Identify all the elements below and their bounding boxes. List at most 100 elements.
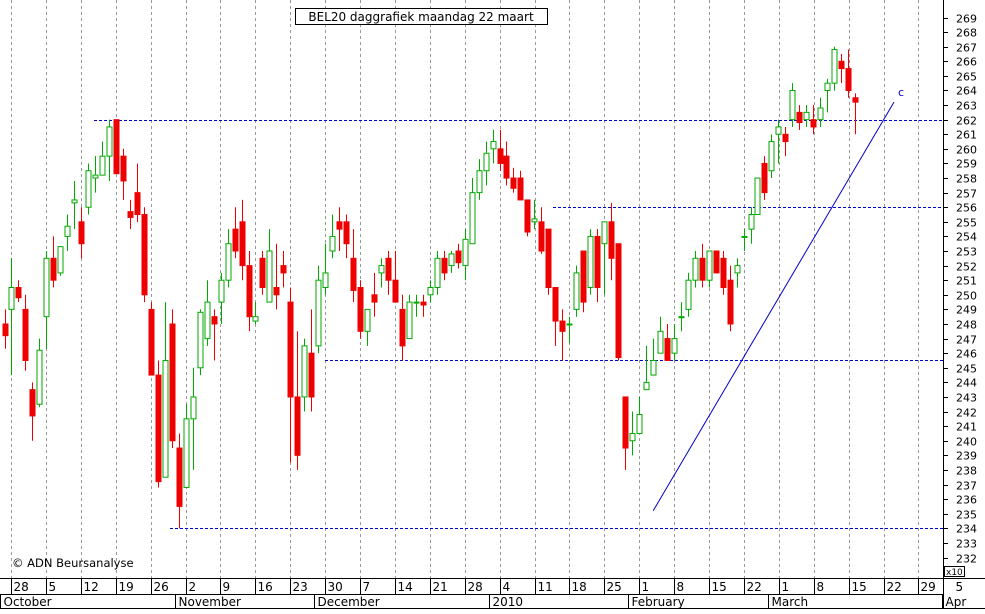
candle <box>329 214 336 259</box>
x-month-label: March <box>772 595 809 609</box>
candle-body <box>99 155 106 176</box>
x-month-label: November <box>179 595 241 609</box>
candle-body <box>294 396 301 456</box>
candle <box>789 83 796 127</box>
candle-body <box>441 257 448 274</box>
x-day-label: 19 <box>119 580 134 594</box>
candle <box>817 97 824 127</box>
candle <box>657 316 664 354</box>
candle-body <box>8 287 15 310</box>
candle-body <box>699 257 706 281</box>
x-day-label: 9 <box>223 580 231 594</box>
x-day-label: 5 <box>49 580 57 594</box>
y-tick-label: 264 <box>956 85 977 98</box>
candle <box>629 411 636 456</box>
candle-body <box>510 177 517 189</box>
candle-body <box>734 265 741 274</box>
candle <box>720 251 727 295</box>
y-tick-label: 250 <box>956 290 977 303</box>
candle-body <box>36 349 43 405</box>
title-frame <box>295 8 548 25</box>
candle <box>510 167 517 193</box>
candle-body <box>406 301 413 340</box>
candle-body <box>392 279 399 303</box>
candle <box>266 229 273 303</box>
candle <box>748 207 755 244</box>
candle-body <box>413 301 420 304</box>
candle-body <box>301 345 308 398</box>
candle-body <box>218 279 225 303</box>
candle <box>650 338 657 376</box>
x-day-label: 22 <box>747 580 762 594</box>
y-tick-label: 254 <box>956 231 977 244</box>
x-day-label: 2 <box>189 580 197 594</box>
candle-body <box>462 238 469 267</box>
y-tick-label: 245 <box>956 363 977 376</box>
candle-body <box>106 126 113 157</box>
x-day-label: 18 <box>572 580 587 594</box>
candle-body <box>845 68 852 91</box>
y-tick-label: 237 <box>956 480 977 493</box>
candle-body <box>434 257 441 289</box>
candle <box>106 119 113 181</box>
candle <box>120 148 127 200</box>
x-day-label: 1 <box>642 580 650 594</box>
candle <box>287 287 294 463</box>
candle <box>343 214 350 259</box>
candle-body <box>280 265 287 274</box>
candle <box>594 229 601 303</box>
y-tick-label: 241 <box>956 421 977 434</box>
candle-body <box>657 330 664 354</box>
candle-body <box>134 192 141 216</box>
candle <box>92 156 99 193</box>
candle <box>420 294 427 317</box>
candle-body <box>650 359 657 376</box>
y-tick-label: 257 <box>956 188 977 201</box>
y-tick-label: 256 <box>956 202 977 215</box>
chart-title: BEL20 daggrafiek maandag 22 maart <box>308 10 534 24</box>
candle-body <box>190 396 197 420</box>
candle-body <box>497 148 504 164</box>
candle <box>85 163 92 215</box>
candle <box>545 228 552 295</box>
y-tick-label: 233 <box>956 538 977 551</box>
candle <box>29 382 36 441</box>
candle-body <box>615 243 622 359</box>
candle-body <box>322 272 329 288</box>
candle-body <box>455 250 462 264</box>
y-tick-label: 246 <box>956 348 977 361</box>
x-day-label: 26 <box>154 580 169 594</box>
candle-body <box>741 235 748 238</box>
candle <box>315 265 322 354</box>
candle <box>434 251 441 295</box>
candle <box>685 272 692 317</box>
candle-body <box>796 111 803 124</box>
x-month-label: February <box>632 595 685 609</box>
candle <box>99 141 106 176</box>
candle <box>664 323 671 361</box>
candle <box>727 265 734 332</box>
candle <box>204 280 211 346</box>
candle-body <box>622 396 629 449</box>
candle <box>741 229 748 252</box>
y-tick-label: 249 <box>956 304 977 317</box>
candle-body <box>643 381 650 391</box>
candle-body <box>803 111 810 121</box>
candle <box>448 251 455 273</box>
candle-body <box>273 287 280 296</box>
candle-body <box>246 265 253 318</box>
y-tick-label: 258 <box>956 173 977 186</box>
candle <box>517 170 524 201</box>
x-day-label: 21 <box>433 580 448 594</box>
candle <box>246 251 253 332</box>
candle <box>469 178 476 245</box>
candle-body <box>761 162 768 194</box>
candle-body <box>782 133 789 143</box>
candle-body <box>713 250 720 274</box>
candle-body <box>336 221 343 230</box>
candle-body <box>636 413 643 434</box>
candle-body <box>831 49 838 84</box>
candle <box>50 236 57 288</box>
candle-body <box>664 338 671 361</box>
